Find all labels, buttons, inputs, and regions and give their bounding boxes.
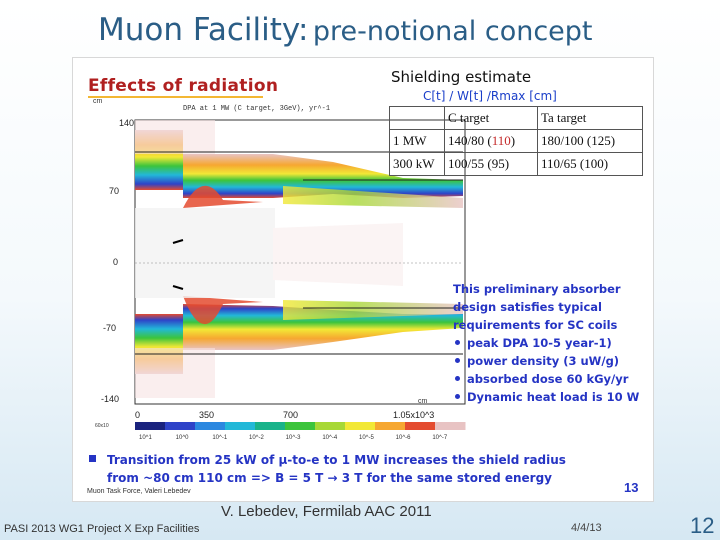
c-target-value: 100/55 (95) <box>448 156 510 171</box>
list-item: Dynamic heat load is 10 W <box>455 388 648 406</box>
c-target-value: 140/80 ( <box>448 133 492 148</box>
author-credit: Muon Task Force, Valeri Lebedev <box>87 488 191 495</box>
legend-swatch <box>165 422 196 430</box>
row-c-target: 140/80 (110) <box>444 129 538 153</box>
title-sub: pre-notional concept <box>312 16 593 47</box>
transition-text: Transition from 25 kW of μ-to-e to 1 MW … <box>107 453 566 485</box>
table-header-empty <box>389 106 445 130</box>
row-ta-target: 110/65 (100) <box>537 152 643 176</box>
table-header-c-target: C target <box>444 106 538 130</box>
legend-tick-label: 10^-7 <box>432 435 447 441</box>
embedded-slide-image: Effects of radiation <box>72 57 654 502</box>
y-tick-70: 70 <box>109 186 119 196</box>
marker-2 <box>172 285 184 290</box>
legend-min-label: 60x10 <box>95 423 109 429</box>
table-header-row: C target Ta target <box>389 106 643 130</box>
legend-swatch <box>405 422 436 430</box>
note-intro: This preliminary absorber design satisfi… <box>453 282 621 332</box>
slide-number: 12 <box>690 513 715 538</box>
bullet-icon <box>455 394 460 399</box>
bullet-text: Dynamic heat load is 10 W <box>467 390 640 404</box>
bullet-icon <box>455 376 460 381</box>
legend-swatch <box>285 422 316 430</box>
legend-tick-label: 10^1 <box>139 435 152 441</box>
legend-ticks: 10^1 10^0 10^-1 10^-2 10^-3 10^-4 10^-5 10^-6 10… <box>139 435 448 441</box>
central-core <box>135 208 275 298</box>
presentation-credit: V. Lebedev, Fermilab AAC 2011 <box>221 503 432 520</box>
x-tick-700: 700 <box>283 410 298 420</box>
y-tick-minus140: -140 <box>101 394 119 404</box>
title-main: Muon Facility: <box>98 12 309 48</box>
title-underline <box>88 96 263 98</box>
top-hotspot <box>183 185 263 208</box>
row-ta-target: 180/100 (125) <box>537 129 643 153</box>
top-halo <box>135 120 215 154</box>
table-row: 300 kW 100/55 (95) 110/65 (100) <box>389 152 643 176</box>
legend-swatch <box>255 422 286 430</box>
legend-swatch <box>225 422 256 430</box>
legend-swatch <box>135 422 166 430</box>
legend-tick-label: 10^-2 <box>249 435 264 441</box>
effects-title: Effects of radiation <box>88 76 279 96</box>
bullet-text: peak DPA 10-5 year-1) <box>467 336 612 350</box>
plot-caption: DPA at 1 MW (C target, 3GeV), yr^-1 <box>183 104 330 113</box>
c-target-highlight: 110 <box>491 133 511 148</box>
y-tick-minus70: -70 <box>103 323 116 333</box>
bottom-hotspot <box>183 296 263 325</box>
bullet-icon <box>455 358 460 363</box>
footer-text: PASI 2013 WG1 Project X Exp Facilities <box>4 523 200 535</box>
shielding-formula: C[t] / W[t] /Rmax [cm] <box>423 89 557 103</box>
x-tick-0: 0 <box>135 410 140 420</box>
dpa-plot: cm DPA at 1 MW (C target, 3GeV), yr^-1 1… <box>93 98 466 441</box>
top-taper <box>283 186 463 208</box>
x-tick-1050: 1.05x10^3 <box>393 410 434 420</box>
legend-tick-label: 10^-6 <box>396 435 411 441</box>
transition-note: Transition from 25 kW of μ-to-e to 1 MW … <box>89 451 569 487</box>
legend-swatch <box>435 422 466 430</box>
list-item: peak DPA 10-5 year-1) <box>455 334 648 352</box>
marker-1 <box>172 239 184 244</box>
legend-tick-label: 10^-5 <box>359 435 374 441</box>
y-unit: cm <box>93 98 103 105</box>
top-main-band <box>183 154 463 198</box>
color-legend <box>135 422 466 430</box>
table-row: 1 MW 140/80 (110) 180/100 (125) <box>389 129 643 153</box>
square-bullet-icon <box>89 455 96 462</box>
legend-tick-label: 10^0 <box>176 435 189 441</box>
note-bullets: peak DPA 10-5 year-1) power density (3 u… <box>453 334 648 406</box>
legend-swatch <box>195 422 226 430</box>
slide-title: Muon Facility: pre-notional concept <box>98 12 593 48</box>
list-item: absorbed dose 60 kGy/yr <box>455 370 648 388</box>
c-target-close: ) <box>510 133 516 148</box>
legend-tick-label: 10^-3 <box>286 435 301 441</box>
bottom-halo <box>135 348 215 398</box>
row-c-target: 100/55 (95) <box>444 152 538 176</box>
legend-swatch <box>315 422 346 430</box>
row-power: 1 MW <box>389 129 445 153</box>
legend-swatch <box>345 422 376 430</box>
legend-swatch <box>375 422 406 430</box>
bullet-text: absorbed dose 60 kGy/yr <box>467 372 629 386</box>
bullet-text: power density (3 uW/g) <box>467 354 620 368</box>
downstream-core <box>273 223 403 286</box>
y-tick-0: 0 <box>113 257 118 267</box>
inner-page-number: 13 <box>624 480 639 495</box>
bullet-icon <box>455 340 460 345</box>
y-tick-140: 140 <box>119 118 134 128</box>
bottom-taper <box>283 300 463 320</box>
table-header-ta-target: Ta target <box>537 106 643 130</box>
row-power: 300 kW <box>389 152 445 176</box>
x-unit: cm <box>418 398 428 405</box>
absorber-note: This preliminary absorber design satisfi… <box>453 280 648 406</box>
footer-date: 4/4/13 <box>571 522 602 534</box>
shielding-title: Shielding estimate <box>391 68 532 86</box>
legend-tick-label: 10^-1 <box>212 435 227 441</box>
list-item: power density (3 uW/g) <box>455 352 648 370</box>
legend-tick-label: 10^-4 <box>322 435 337 441</box>
x-tick-350: 350 <box>199 410 214 420</box>
shielding-table: C target Ta target 1 MW 140/80 (110) 180… <box>389 106 643 176</box>
